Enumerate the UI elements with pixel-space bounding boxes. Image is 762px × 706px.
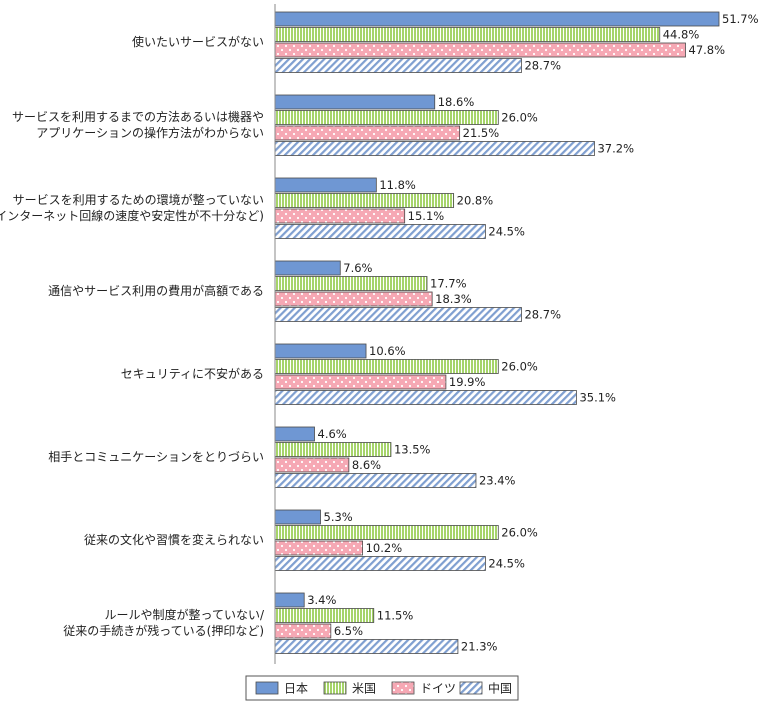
category-label: サービスを利用するための環境が整っていない: [13, 192, 264, 207]
value-label: 4.6%: [318, 427, 347, 441]
value-label: 51.7%: [722, 12, 759, 26]
value-label: 5.3%: [324, 510, 353, 524]
bar-vertical-stripes-5: [274, 442, 392, 457]
bar-diagonal-stripes-5: [274, 473, 477, 488]
value-label: 26.0%: [501, 360, 538, 374]
legend-swatch: [323, 681, 347, 695]
value-label: 11.5%: [377, 609, 414, 623]
category-label: 使いたいサービスがない: [132, 34, 264, 49]
value-label: 44.8%: [663, 28, 700, 42]
value-labels: 51.7%44.8%47.8%28.7%18.6%26.0%21.5%37.2%…: [307, 12, 758, 654]
bar-diagonal-stripes-7: [274, 639, 459, 654]
value-label: 19.9%: [449, 375, 486, 389]
value-label: 28.7%: [524, 308, 561, 322]
value-label: 17.7%: [430, 277, 467, 291]
bar-vertical-stripes-7: [274, 608, 375, 623]
value-label: 3.4%: [307, 593, 336, 607]
legend-label: ドイツ: [420, 682, 456, 696]
bar-solid-6: [274, 509, 321, 525]
value-label: 47.8%: [689, 43, 726, 57]
category-label: サービスを利用するまでの方法あるいは機器や: [12, 109, 264, 124]
bar-solid-3: [274, 260, 341, 276]
bar-diagonal-stripes-0: [274, 58, 522, 73]
value-label: 35.1%: [579, 391, 616, 405]
bar-dots-6: [274, 540, 363, 556]
value-label: 8.6%: [352, 458, 381, 472]
bar-dots-7: [274, 623, 332, 639]
bar-solid-1: [274, 94, 436, 110]
value-label: 11.8%: [379, 178, 416, 192]
category-label: 従来の文化や習慣を変えられない: [84, 532, 264, 547]
category-labels: 使いたいサービスがないサービスを利用するまでの方法あるいは機器やアプリケーション…: [0, 34, 265, 638]
value-label: 7.6%: [343, 261, 372, 275]
bar-solid-4: [274, 343, 367, 359]
bar-vertical-stripes-3: [274, 276, 428, 291]
category-label: ルールや制度が整っていない/: [105, 607, 265, 622]
bar-diagonal-stripes-6: [274, 556, 486, 571]
bar-solid-7: [274, 592, 305, 608]
bar-solid-0: [274, 11, 720, 27]
bar-solid-5: [274, 426, 315, 442]
value-label: 10.2%: [366, 541, 403, 555]
value-label: 10.6%: [369, 344, 406, 358]
bar-vertical-stripes-6: [274, 525, 499, 540]
bar-dots-0: [274, 42, 686, 58]
category-label: 従来の手続きが残っている(押印など): [63, 623, 264, 638]
legend-swatch: [255, 681, 279, 695]
legend-swatch: [459, 681, 483, 695]
value-label: 13.5%: [394, 443, 431, 457]
value-label: 23.4%: [479, 474, 516, 488]
value-label: 21.5%: [463, 126, 500, 140]
value-label: 24.5%: [488, 225, 525, 239]
bar-diagonal-stripes-2: [274, 224, 486, 239]
category-label: アプリケーションの操作方法がわからない: [36, 125, 264, 140]
value-label: 18.3%: [435, 292, 472, 306]
value-label: 18.6%: [438, 95, 475, 109]
bar-dots-2: [274, 208, 406, 224]
bar-dots-3: [274, 291, 433, 307]
legend: 日本 米国 ドイツ 中国: [245, 675, 519, 701]
category-label: セキュリティに不安がある: [121, 366, 264, 381]
value-label: 28.7%: [524, 59, 561, 73]
bar-vertical-stripes-0: [274, 27, 661, 42]
bar-diagonal-stripes-3: [274, 307, 522, 322]
bar-dots-4: [274, 374, 447, 390]
legend-label: 米国: [352, 682, 376, 696]
category-label: 相手とコミュニケーションをとりづらい: [48, 450, 264, 464]
value-label: 26.0%: [501, 111, 538, 125]
category-label: (インターネット回線の速度や安定性が不十分など): [0, 208, 264, 223]
value-label: 24.5%: [488, 557, 525, 571]
value-label: 37.2%: [597, 142, 634, 156]
value-label: 15.1%: [408, 209, 445, 223]
value-label: 26.0%: [501, 526, 538, 540]
legend-swatch: [391, 681, 415, 695]
legend-label: 日本: [284, 682, 308, 696]
value-label: 20.8%: [457, 194, 494, 208]
category-label: 通信やサービス利用の費用が高額である: [48, 283, 264, 298]
bar-diagonal-stripes-1: [274, 141, 595, 156]
bar-vertical-stripes-2: [274, 193, 455, 208]
bar-solid-2: [274, 177, 377, 193]
bar-dots-5: [274, 457, 350, 473]
value-label: 6.5%: [334, 624, 363, 638]
bar-diagonal-stripes-4: [274, 390, 577, 405]
bar-dots-1: [274, 125, 461, 141]
legend-label: 中国: [488, 681, 512, 696]
bar-vertical-stripes-4: [274, 359, 499, 374]
value-label: 21.3%: [461, 640, 498, 654]
bar-vertical-stripes-1: [274, 110, 499, 125]
